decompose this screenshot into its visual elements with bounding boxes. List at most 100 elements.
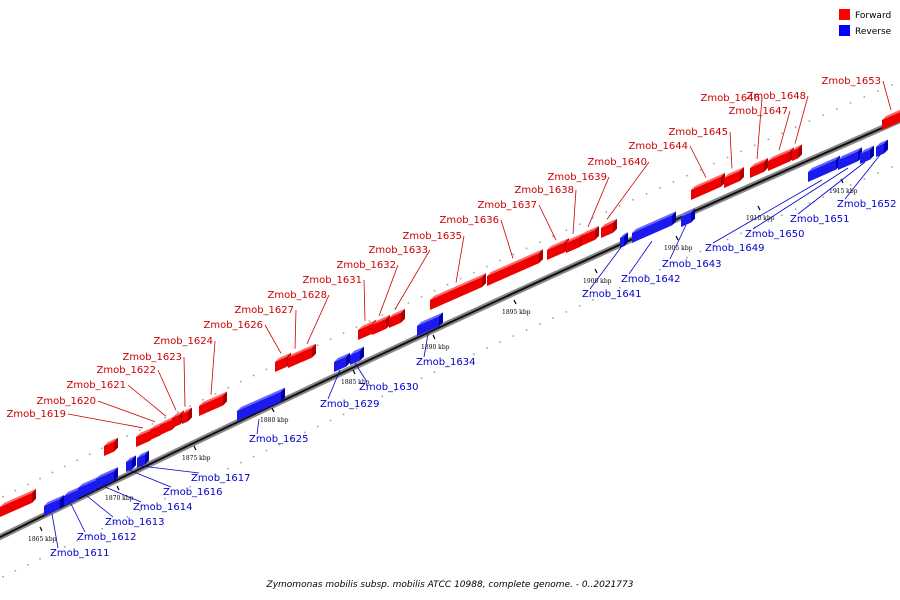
- dot: [342, 413, 345, 416]
- dot: [189, 405, 191, 407]
- dot: [740, 150, 742, 153]
- dot: [726, 238, 729, 241]
- gene-label-Zmob_1622: Zmob_1622: [96, 365, 177, 411]
- gene-label-Zmob_1641: Zmob_1641: [582, 245, 642, 300]
- dot: [64, 465, 66, 468]
- dot: [407, 383, 410, 386]
- svg-text:Zmob_1626: Zmob_1626: [203, 320, 263, 331]
- dot: [126, 516, 128, 518]
- tick-label: 1875 kbp: [182, 455, 211, 462]
- genome-backbone: [0, 116, 900, 541]
- dot: [525, 329, 528, 331]
- tick-mark: [675, 235, 679, 241]
- gene-unlabeled-mid: [104, 437, 118, 456]
- dot: [39, 477, 41, 480]
- tick-label: 1890 kbp: [421, 344, 450, 351]
- dot: [355, 326, 358, 328]
- tick-mark: [432, 334, 436, 340]
- dot: [592, 217, 594, 219]
- dot: [713, 244, 715, 247]
- dot: [659, 187, 661, 189]
- position-dots: [2, 84, 893, 578]
- dot: [525, 247, 528, 250]
- dot: [645, 193, 648, 195]
- dot: [139, 509, 141, 512]
- dot: [473, 271, 475, 274]
- tick-mark: [513, 299, 517, 305]
- tick-label: 1905 kbp: [664, 245, 693, 252]
- svg-text:Zmob_1631: Zmob_1631: [302, 275, 362, 286]
- gene-label-Zmob_1652: Zmob_1652: [837, 154, 897, 210]
- dot: [753, 226, 756, 229]
- dot: [877, 90, 879, 92]
- dot: [891, 166, 893, 168]
- gene-Zmob_1646: [750, 157, 768, 178]
- dot: [822, 196, 824, 198]
- dot: [27, 483, 29, 486]
- legend-forward-label: Forward: [855, 11, 891, 21]
- dot: [512, 253, 515, 256]
- dot: [278, 443, 280, 446]
- svg-text:Zmob_1633: Zmob_1633: [368, 245, 428, 256]
- svg-text:Zmob_1651: Zmob_1651: [790, 214, 850, 225]
- dot: [565, 311, 568, 313]
- dot: [317, 344, 319, 346]
- legend: Forward Reverse: [839, 9, 892, 37]
- tick-label: 1910 kbp: [746, 215, 775, 222]
- gene-label-Zmob_1632: Zmob_1632: [336, 260, 399, 317]
- gene-label-Zmob_1639: Zmob_1639: [547, 172, 610, 228]
- svg-text:Zmob_1621: Zmob_1621: [66, 380, 126, 391]
- gene-label-Zmob_1612: Zmob_1612: [70, 503, 137, 543]
- gene-Zmob_1628: [302, 343, 316, 362]
- dot: [101, 528, 103, 530]
- dot: [618, 287, 621, 289]
- gene-label-Zmob_1624: Zmob_1624: [153, 336, 216, 395]
- dot: [381, 314, 384, 316]
- dot: [486, 347, 488, 349]
- gene-label-Zmob_1653: Zmob_1653: [821, 76, 892, 111]
- gene-label-Zmob_1621: Zmob_1621: [66, 380, 167, 417]
- gene-label-Zmob_1613: Zmob_1613: [86, 495, 165, 528]
- gene-label-Zmob_1651: Zmob_1651: [790, 161, 866, 225]
- gene-label-Zmob_1620: Zmob_1620: [36, 396, 156, 423]
- dot: [877, 172, 879, 174]
- dot: [329, 338, 332, 340]
- legend-reverse-swatch: [839, 25, 850, 36]
- dot: [368, 401, 371, 404]
- dot: [227, 386, 229, 389]
- gene-Zmob_1630: [350, 346, 364, 365]
- gene-Zmob_1635: [430, 273, 486, 310]
- dot: [767, 138, 770, 141]
- gene-label-Zmob_1626: Zmob_1626: [203, 320, 282, 354]
- gene-Zmob_1637: [547, 238, 569, 260]
- dot: [394, 389, 397, 392]
- dot: [433, 290, 436, 292]
- gene-label-Zmob_1623: Zmob_1623: [122, 352, 186, 407]
- gene-label-Zmob_1629: Zmob_1629: [320, 369, 380, 410]
- dot: [686, 256, 688, 259]
- dot: [139, 429, 141, 431]
- svg-text:Zmob_1640: Zmob_1640: [587, 157, 647, 168]
- gene-label-Zmob_1627: Zmob_1627: [234, 305, 297, 349]
- dot: [836, 190, 838, 192]
- gene-label-Zmob_1637: Zmob_1637: [477, 200, 557, 241]
- dot: [512, 335, 515, 337]
- gene-Zmob_1611: [44, 494, 64, 516]
- gene-Zmob_1644: [691, 172, 725, 200]
- dot: [891, 84, 893, 86]
- gene-Zmob_1625: [237, 387, 285, 421]
- gene-label-Zmob_1630: Zmob_1630: [354, 362, 419, 393]
- legend-forward-swatch: [839, 9, 850, 20]
- gene-label-Zmob_1619: Zmob_1619: [6, 409, 144, 429]
- svg-text:Zmob_1612: Zmob_1612: [77, 532, 137, 543]
- dot: [686, 174, 688, 177]
- dot: [473, 353, 475, 355]
- dot: [329, 419, 332, 422]
- dot: [27, 564, 29, 566]
- dot: [202, 399, 204, 401]
- dot: [368, 320, 371, 322]
- dot: [114, 522, 116, 524]
- svg-text:Zmob_1650: Zmob_1650: [745, 229, 805, 240]
- gene-Zmob_1634: [417, 312, 443, 336]
- dot: [240, 380, 242, 383]
